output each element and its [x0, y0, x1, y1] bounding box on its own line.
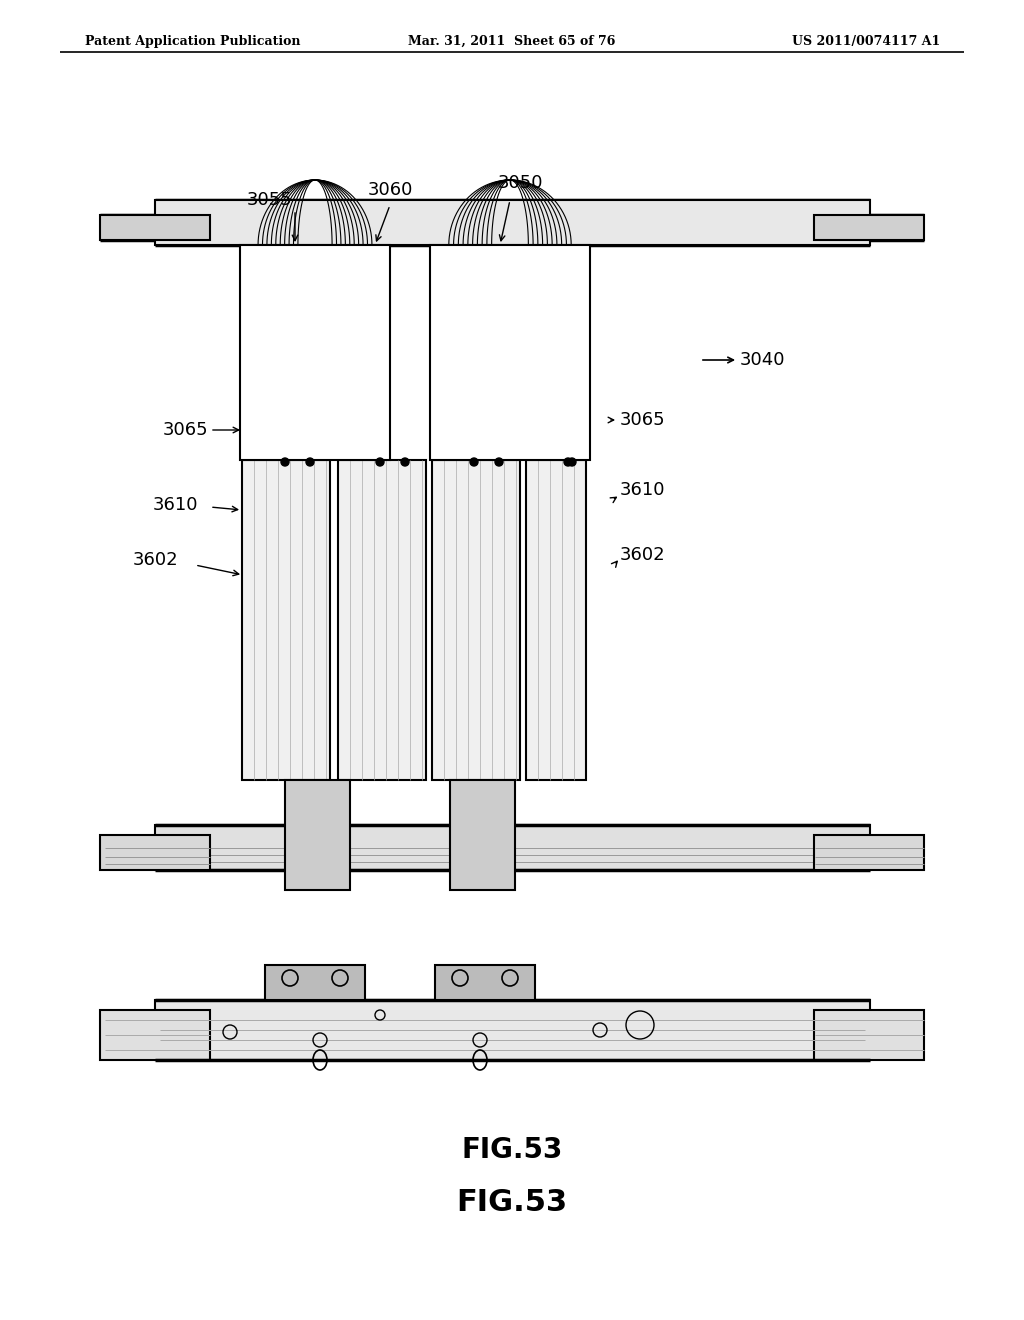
Bar [155, 1001, 870, 1060]
Bar [100, 1010, 210, 1060]
Bar [242, 459, 330, 780]
Circle shape [564, 458, 572, 466]
Circle shape [401, 458, 409, 466]
Circle shape [281, 458, 289, 466]
Bar [338, 459, 426, 780]
Bar [100, 836, 210, 870]
Bar [100, 215, 210, 240]
Circle shape [470, 458, 478, 466]
Text: Mar. 31, 2011  Sheet 65 of 76: Mar. 31, 2011 Sheet 65 of 76 [409, 36, 615, 48]
Bar [285, 780, 350, 890]
Circle shape [306, 458, 314, 466]
Text: 3602: 3602 [620, 546, 666, 564]
Circle shape [495, 458, 503, 466]
Text: 3060: 3060 [368, 181, 413, 199]
Bar [814, 215, 924, 240]
Text: US 2011/0074117 A1: US 2011/0074117 A1 [792, 36, 940, 48]
Bar [240, 246, 390, 459]
Text: FIG.53: FIG.53 [462, 1137, 562, 1164]
Text: 3602: 3602 [132, 550, 178, 569]
Text: 3065: 3065 [162, 421, 208, 440]
Text: 3040: 3040 [740, 351, 785, 370]
Text: 3610: 3610 [620, 480, 666, 499]
Bar [814, 836, 924, 870]
Text: 3050: 3050 [498, 174, 543, 191]
Bar [430, 246, 590, 459]
Text: Patent Application Publication: Patent Application Publication [85, 36, 300, 48]
Bar [155, 201, 870, 246]
Bar [814, 1010, 924, 1060]
Bar [450, 780, 515, 890]
Bar [155, 825, 870, 870]
Text: 3610: 3610 [153, 496, 198, 513]
Bar [435, 965, 535, 1001]
Circle shape [568, 458, 575, 466]
Text: 3065: 3065 [620, 411, 666, 429]
Text: 3055: 3055 [247, 191, 293, 209]
Bar [265, 965, 365, 1001]
Bar [432, 459, 520, 780]
Circle shape [376, 458, 384, 466]
Text: FIG.53: FIG.53 [457, 1188, 567, 1217]
Bar [526, 459, 586, 780]
